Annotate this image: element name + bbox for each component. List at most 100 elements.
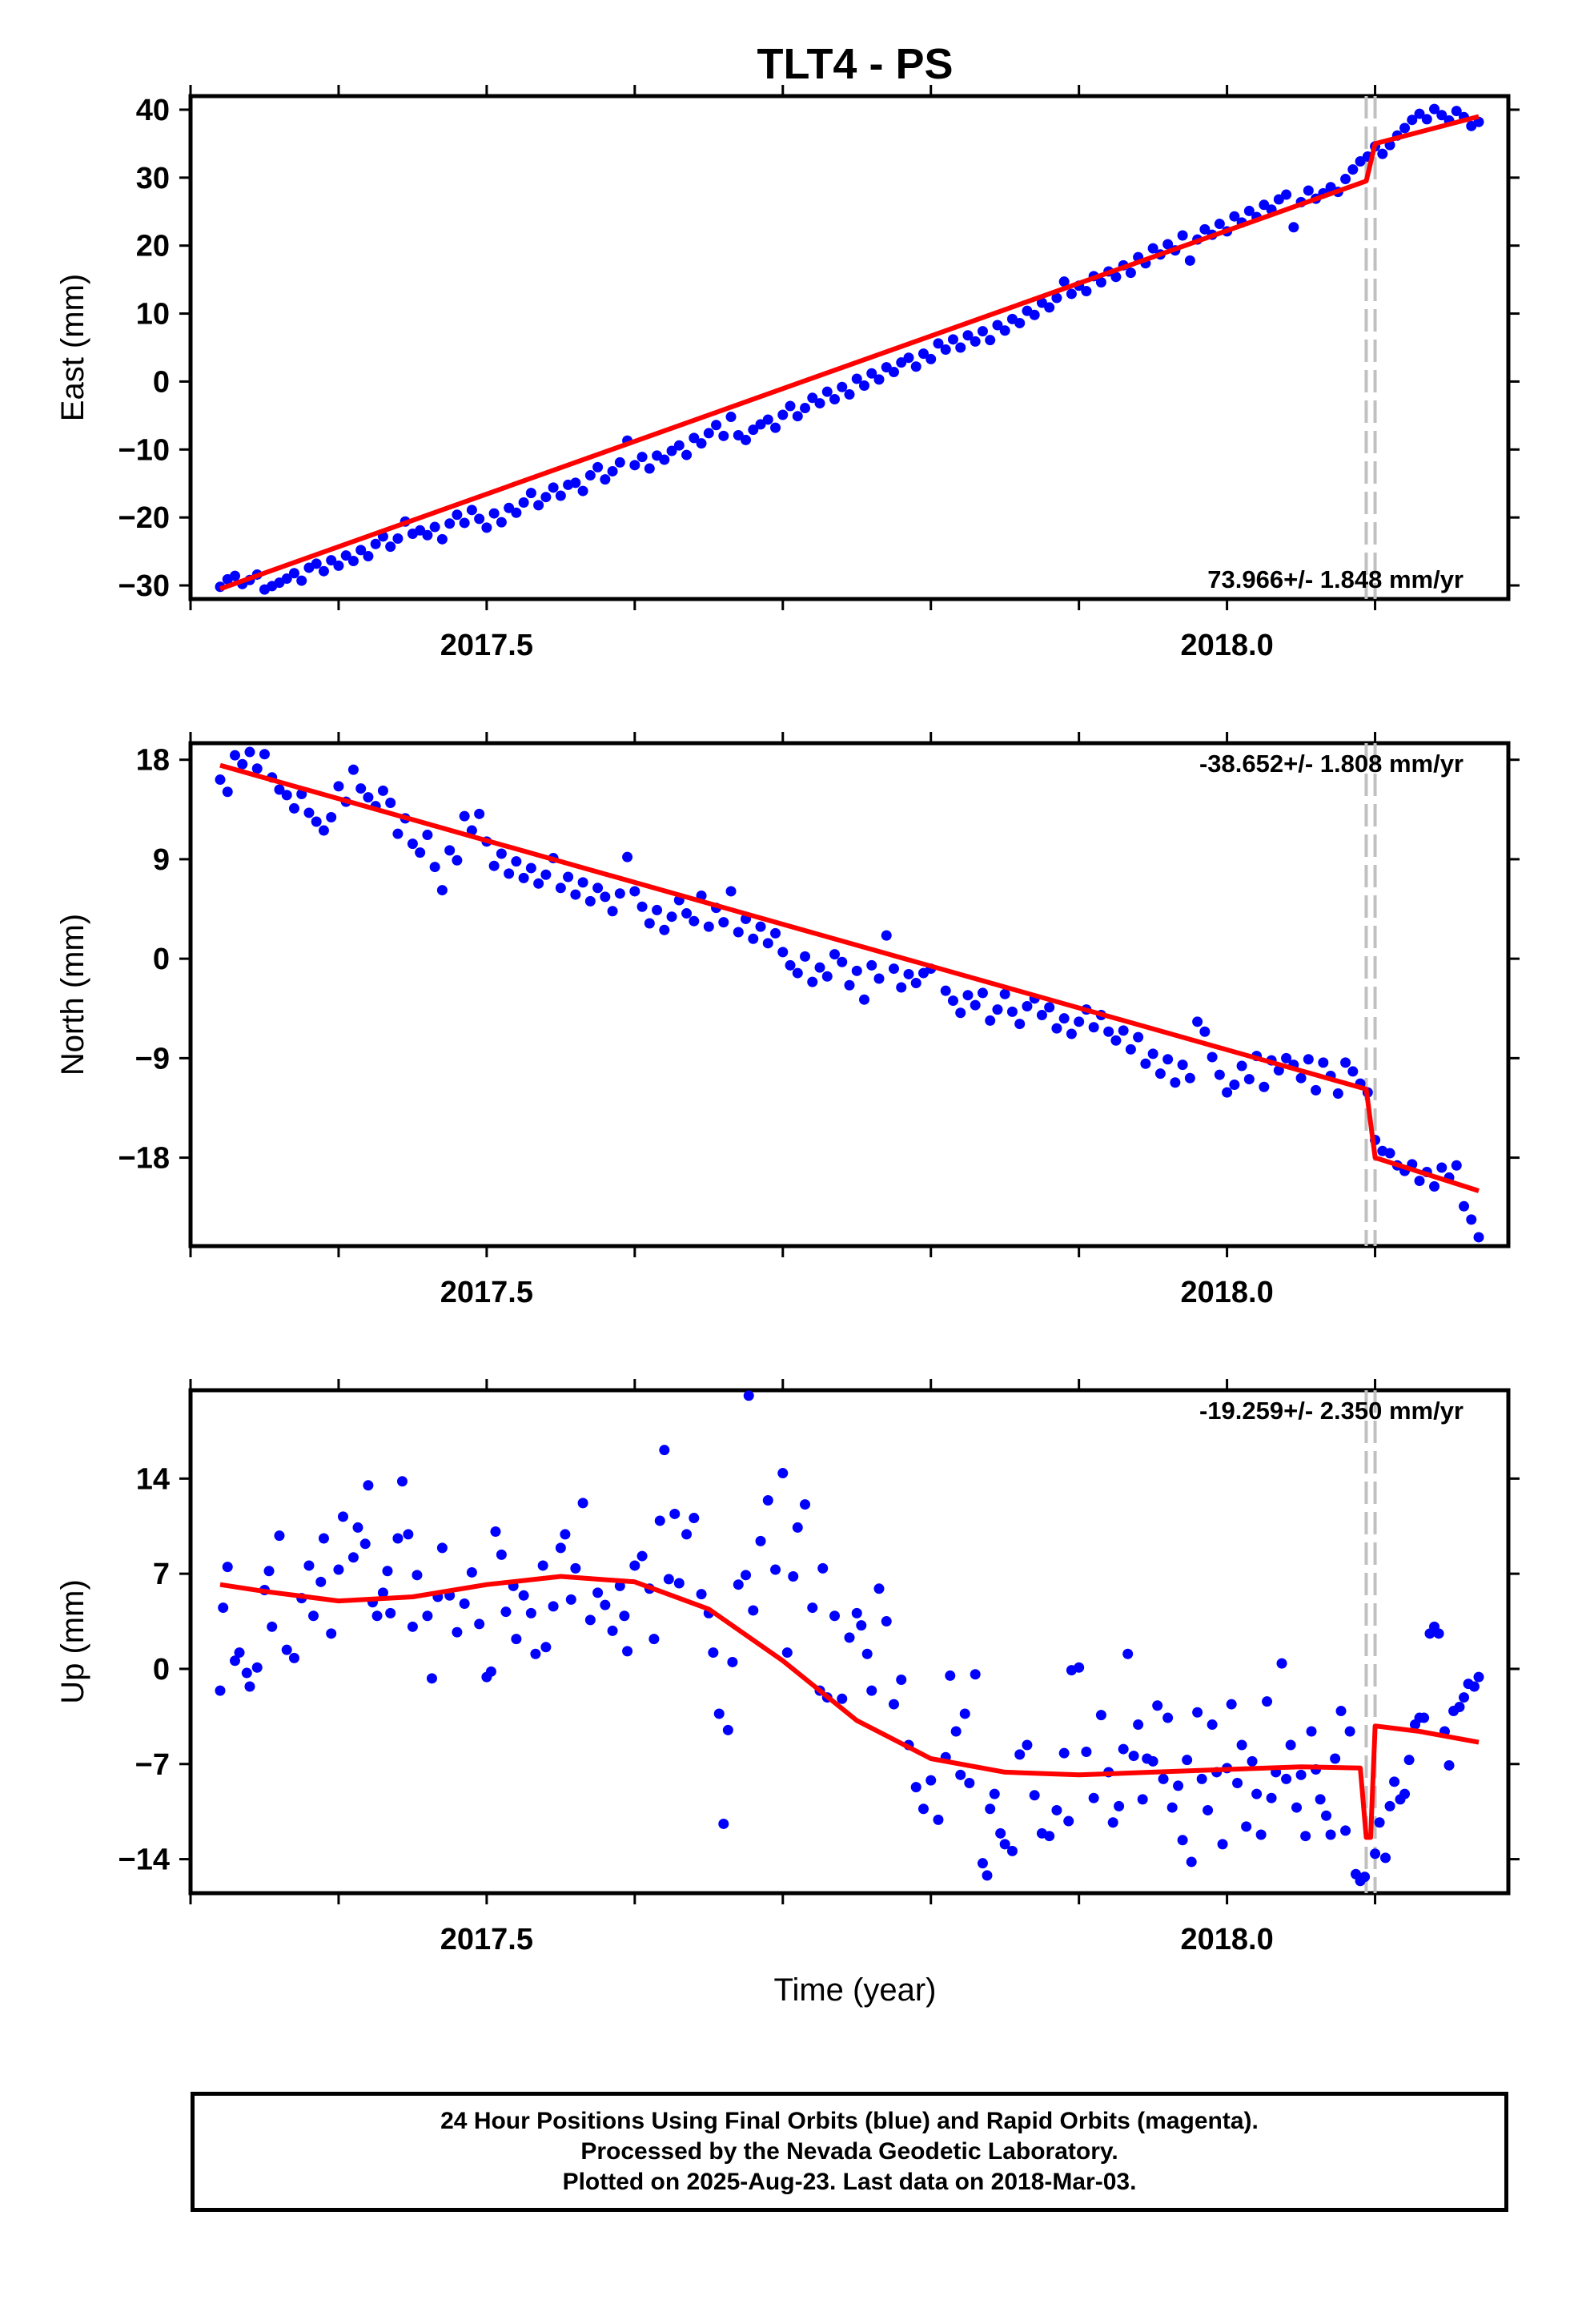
y-tick-label: 20 [136, 230, 170, 263]
data-point [577, 485, 588, 497]
data-point [1379, 1852, 1391, 1864]
data-point [1247, 1755, 1258, 1767]
footer-caption-box: 24 Hour Positions Using Final Orbits (bl… [191, 2092, 1508, 2212]
data-point [1196, 1773, 1207, 1784]
data-point [777, 947, 789, 958]
data-point [762, 414, 773, 425]
data-point [910, 978, 921, 989]
data-point [792, 1522, 803, 1533]
data-point [788, 1571, 799, 1582]
data-point [1473, 1232, 1484, 1243]
data-point [873, 1583, 885, 1594]
data-point [396, 1476, 408, 1487]
data-point [999, 1839, 1010, 1850]
data-point [1222, 1087, 1233, 1098]
data-point [689, 915, 700, 927]
data-point [259, 749, 270, 760]
data-point [533, 500, 544, 511]
data-point [1182, 1755, 1193, 1766]
data-point [881, 1616, 892, 1627]
data-point [1118, 1743, 1129, 1755]
data-point [1340, 1057, 1351, 1068]
data-point [1384, 1800, 1395, 1811]
data-point [629, 460, 640, 471]
data-point [1285, 1739, 1296, 1751]
data-point [614, 888, 625, 899]
data-point [607, 465, 618, 476]
data-point [518, 872, 529, 883]
data-point [718, 430, 729, 441]
data-point [1014, 1749, 1026, 1760]
data-point [1403, 1755, 1415, 1766]
data-point [619, 1610, 630, 1622]
data-point [659, 454, 670, 465]
data-point [1110, 1035, 1122, 1046]
data-point [711, 420, 722, 431]
data-point [755, 1535, 766, 1546]
data-point [452, 854, 463, 866]
data-point [422, 1610, 433, 1622]
data-point [496, 517, 507, 528]
data-point [584, 470, 596, 481]
data-point [422, 830, 433, 841]
data-point [1177, 230, 1188, 241]
data-point [318, 1533, 329, 1544]
data-point [1374, 1817, 1385, 1828]
data-point [1214, 1069, 1225, 1080]
data-point [881, 930, 892, 941]
data-point [577, 1498, 588, 1509]
data-point [1058, 1013, 1070, 1024]
data-point [540, 492, 552, 503]
data-point [548, 482, 559, 493]
data-point [337, 1511, 348, 1522]
data-point [1006, 1845, 1018, 1856]
y-tick-label: 0 [153, 365, 170, 399]
data-point [218, 1602, 229, 1614]
data-point [673, 1578, 685, 1589]
velocity-rate-label: -38.652+/- 1.808 mm/yr [1199, 750, 1464, 778]
data-point [436, 1542, 448, 1554]
data-point [681, 908, 693, 919]
data-point [1088, 1792, 1099, 1803]
y-axis-label: East (mm) [55, 274, 90, 421]
data-point [466, 505, 477, 516]
data-point [1344, 1726, 1355, 1737]
data-point [1443, 1759, 1455, 1771]
data-point [669, 1508, 681, 1519]
data-point [1303, 1054, 1314, 1065]
data-point [622, 851, 633, 862]
data-point [1315, 1794, 1326, 1805]
data-point [844, 1632, 855, 1643]
data-point [565, 1594, 576, 1605]
data-point [858, 380, 869, 392]
data-point [555, 490, 566, 501]
data-point [488, 860, 500, 871]
data-point [1318, 1057, 1329, 1068]
data-points [215, 746, 1484, 1243]
data-point [1147, 1755, 1158, 1767]
data-point [392, 828, 404, 839]
data-point [1407, 115, 1418, 126]
data-point [500, 1606, 512, 1618]
data-point [370, 538, 381, 549]
model-fit-line [219, 114, 1480, 592]
data-point [1459, 1692, 1470, 1703]
y-tick-label: 0 [153, 1653, 170, 1687]
data-point [659, 1445, 670, 1456]
data-point [992, 320, 1003, 331]
y-tick-label: −30 [118, 569, 170, 603]
data-point [326, 1628, 337, 1639]
data-point [244, 1681, 255, 1692]
data-point [995, 1827, 1006, 1839]
data-point [982, 1870, 993, 1881]
data-point [856, 1620, 867, 1631]
data-point [377, 1587, 388, 1598]
data-point [1359, 1872, 1371, 1883]
data-point [888, 1699, 899, 1710]
data-point [359, 1538, 371, 1550]
data-point [281, 1644, 292, 1655]
data-point [770, 422, 781, 433]
data-point [703, 921, 714, 932]
data-point [1276, 1658, 1287, 1669]
